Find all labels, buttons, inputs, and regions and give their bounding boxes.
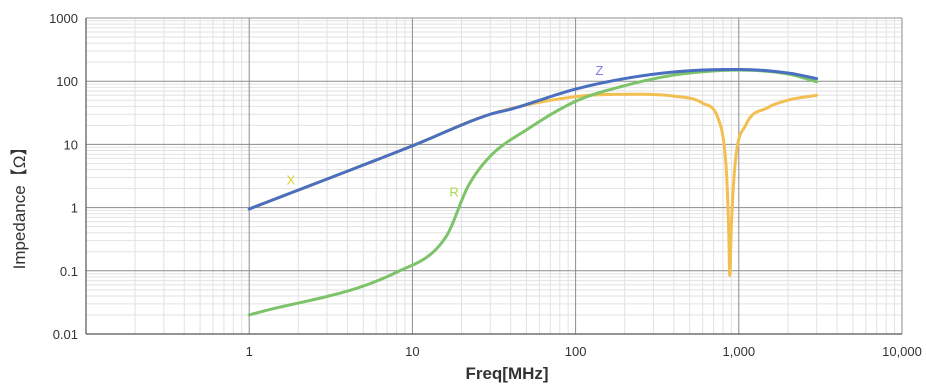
x-axis-title: Freq[MHz] <box>465 364 548 383</box>
series-r-label: R <box>449 184 458 199</box>
y-tick-label: 1 <box>71 201 78 216</box>
x-tick-label: 1,000 <box>723 344 756 359</box>
y-tick-label: 1000 <box>49 11 78 26</box>
series-z-label: Z <box>595 63 603 78</box>
major-gridlines <box>86 17 903 335</box>
x-tick-labels: 1 10 100 1,000 10,000 <box>246 344 922 359</box>
y-axis-title: Impedance【Ω】 <box>10 139 29 270</box>
series-z-line <box>247 68 819 211</box>
series-x-label: X <box>287 173 296 188</box>
y-tick-label: 10 <box>64 137 78 152</box>
y-tick-labels: 0.01 0.1 1 10 100 1000 <box>49 11 78 342</box>
x-tick-label: 1 <box>246 344 253 359</box>
x-tick-label: 10,000 <box>882 344 922 359</box>
x-tick-label: 10 <box>405 344 419 359</box>
series-x-line <box>247 92 819 277</box>
y-tick-label: 0.1 <box>60 264 78 279</box>
y-tick-label: 100 <box>56 74 78 89</box>
series-annotations: X R Z <box>287 63 604 199</box>
series-lines <box>247 68 819 317</box>
axes-frame <box>85 18 902 335</box>
x-tick-label: 100 <box>565 344 587 359</box>
minor-gridlines <box>86 18 902 334</box>
y-tick-label: 0.01 <box>53 327 78 342</box>
